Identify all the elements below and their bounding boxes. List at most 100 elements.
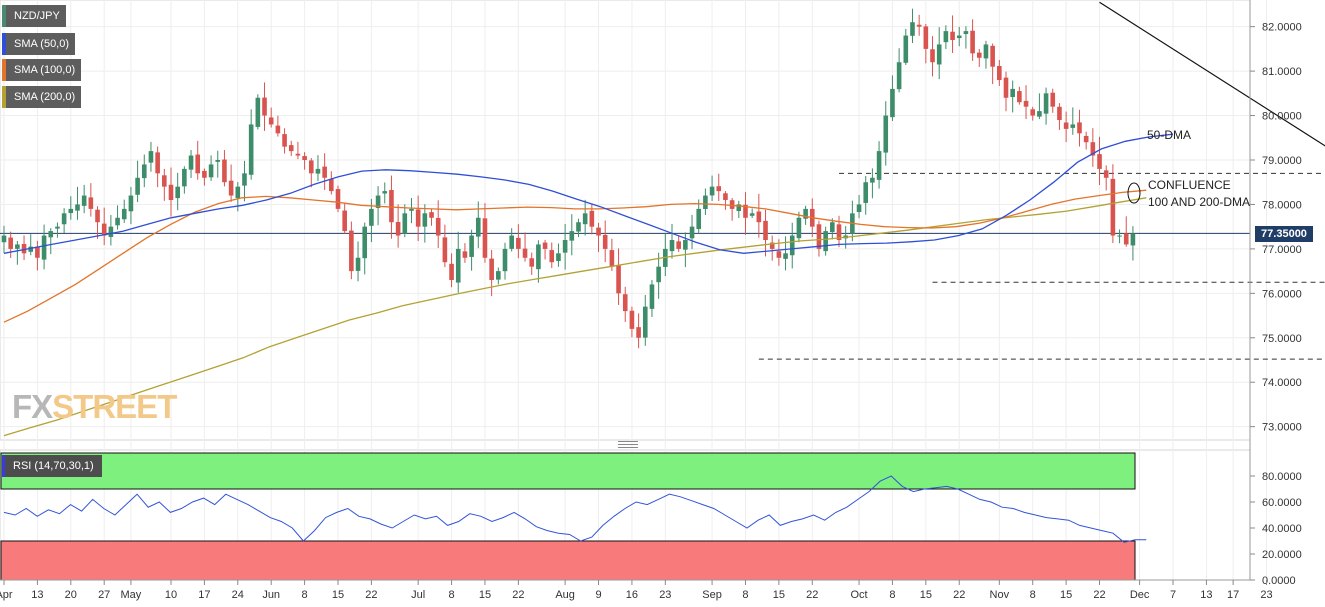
last-price-tag: 77.35000 [1255,226,1313,242]
legend-rsi[interactable]: RSI (14,70,30,1) [2,455,102,477]
sma200-line [3,197,1147,437]
candle-body [369,208,374,226]
candle-body [703,195,708,209]
x-tick-label: 22 [806,589,818,601]
candle-body [48,231,54,238]
candle-body [683,240,688,250]
x-tick-label: 27 [98,589,110,601]
rsi-zones [0,452,1136,581]
moving-averages [3,133,1174,437]
candle-body [429,212,434,218]
candle-body [75,204,80,211]
candle-body [823,231,828,252]
candle-body [622,294,628,312]
candle-body [155,152,160,174]
candle-body [1077,122,1082,134]
candle-body [642,306,648,338]
x-tick-label: 22 [512,589,524,601]
candle-body [1023,100,1029,107]
candle-body [836,224,842,240]
candle-body [202,170,207,178]
candle-body [1030,109,1036,116]
candle-body [990,45,995,67]
x-tick-label: 23 [1260,589,1272,601]
candle-body [449,263,454,280]
x-axis: Apr 13 20 27 May 10 17 24 Jun 8 15 22 Jul 8 15 22 Aug 9 16… [0,579,1273,601]
candle-body [41,235,47,260]
candle-body [963,31,969,35]
rsi-oversold-zone [0,540,1136,581]
candle-body [903,35,909,63]
x-tick-label: May [121,589,142,601]
candle-body [302,156,307,160]
x-tick-label: 10 [165,589,177,601]
legend-sma50[interactable]: SMA (50,0) [2,33,76,55]
candle-body [61,213,67,225]
candle-body [976,52,982,58]
candle-body [322,166,327,178]
candle-body [28,246,34,252]
candle-body [1103,170,1109,178]
candle-body [222,159,227,183]
candle-body [582,213,588,225]
rsi-line [3,475,1147,543]
candle-body [482,218,488,258]
candle-body [148,151,154,163]
candle-body [656,266,661,283]
candle-body [182,168,187,187]
candle-body [442,237,448,263]
price-tick-label: 73.0000 [1262,422,1302,434]
candle-body [1017,91,1022,103]
price-pane [0,0,1251,441]
candle-body [1050,92,1056,107]
legend-sma200[interactable]: SMA (200,0) [2,86,82,108]
candle-body [1003,77,1009,98]
candle-body [576,222,581,232]
axes: 82.0000 81.0000 80.0000 79.0000 78.0000 77.00… [1249,0,1302,587]
candle-body [529,258,535,267]
candle-body [1117,235,1122,237]
x-tick-label: 8 [889,589,895,601]
price-tick-label: 75.0000 [1262,333,1302,345]
rsi-overbought-zone [0,452,1136,490]
x-tick-label: 15 [1060,589,1072,601]
x-tick-label: 15 [773,589,785,601]
x-tick-label: 9 [595,589,601,601]
x-tick-label: Jul [411,589,425,601]
candle-body [549,250,555,263]
x-tick-label: 17 [198,589,210,601]
rsi-tick-label: 40.0000 [1262,523,1302,535]
x-tick-label: Dec [1130,589,1150,601]
candle-body [743,204,748,218]
sma100-line [3,189,1147,323]
candle-body [803,208,808,219]
candle-body [349,230,354,272]
rsi-tick-label: 80.0000 [1262,471,1302,483]
x-tick-label: 23 [659,589,671,601]
candle-body [55,226,60,229]
candle-body [736,204,742,212]
candle-body [68,208,74,214]
candle-body [669,240,675,252]
price-tick-label: 80.0000 [1262,111,1302,123]
candle-body [415,209,421,227]
candle-body [562,240,568,253]
candle-body [876,151,882,180]
rsi-tick-label: 60.0000 [1262,497,1302,509]
candle-body [910,22,915,36]
candle-body [288,145,294,152]
legend-pair[interactable]: NZD/JPY [2,5,66,27]
candle-body [435,217,441,236]
pane-splitter-handle[interactable] [618,441,638,448]
legend-sma100[interactable]: SMA (100,0) [2,59,82,81]
candle-body [329,179,334,192]
candle-body [489,258,494,280]
x-tick-label: 13 [1200,589,1212,601]
x-tick-label: 8 [448,589,454,601]
confluence-marker [1127,182,1141,204]
price-tick-label: 76.0000 [1262,288,1302,300]
candle-body [749,213,755,216]
candle-body [395,221,401,236]
candle-body [676,241,681,249]
candle-body [863,182,869,203]
